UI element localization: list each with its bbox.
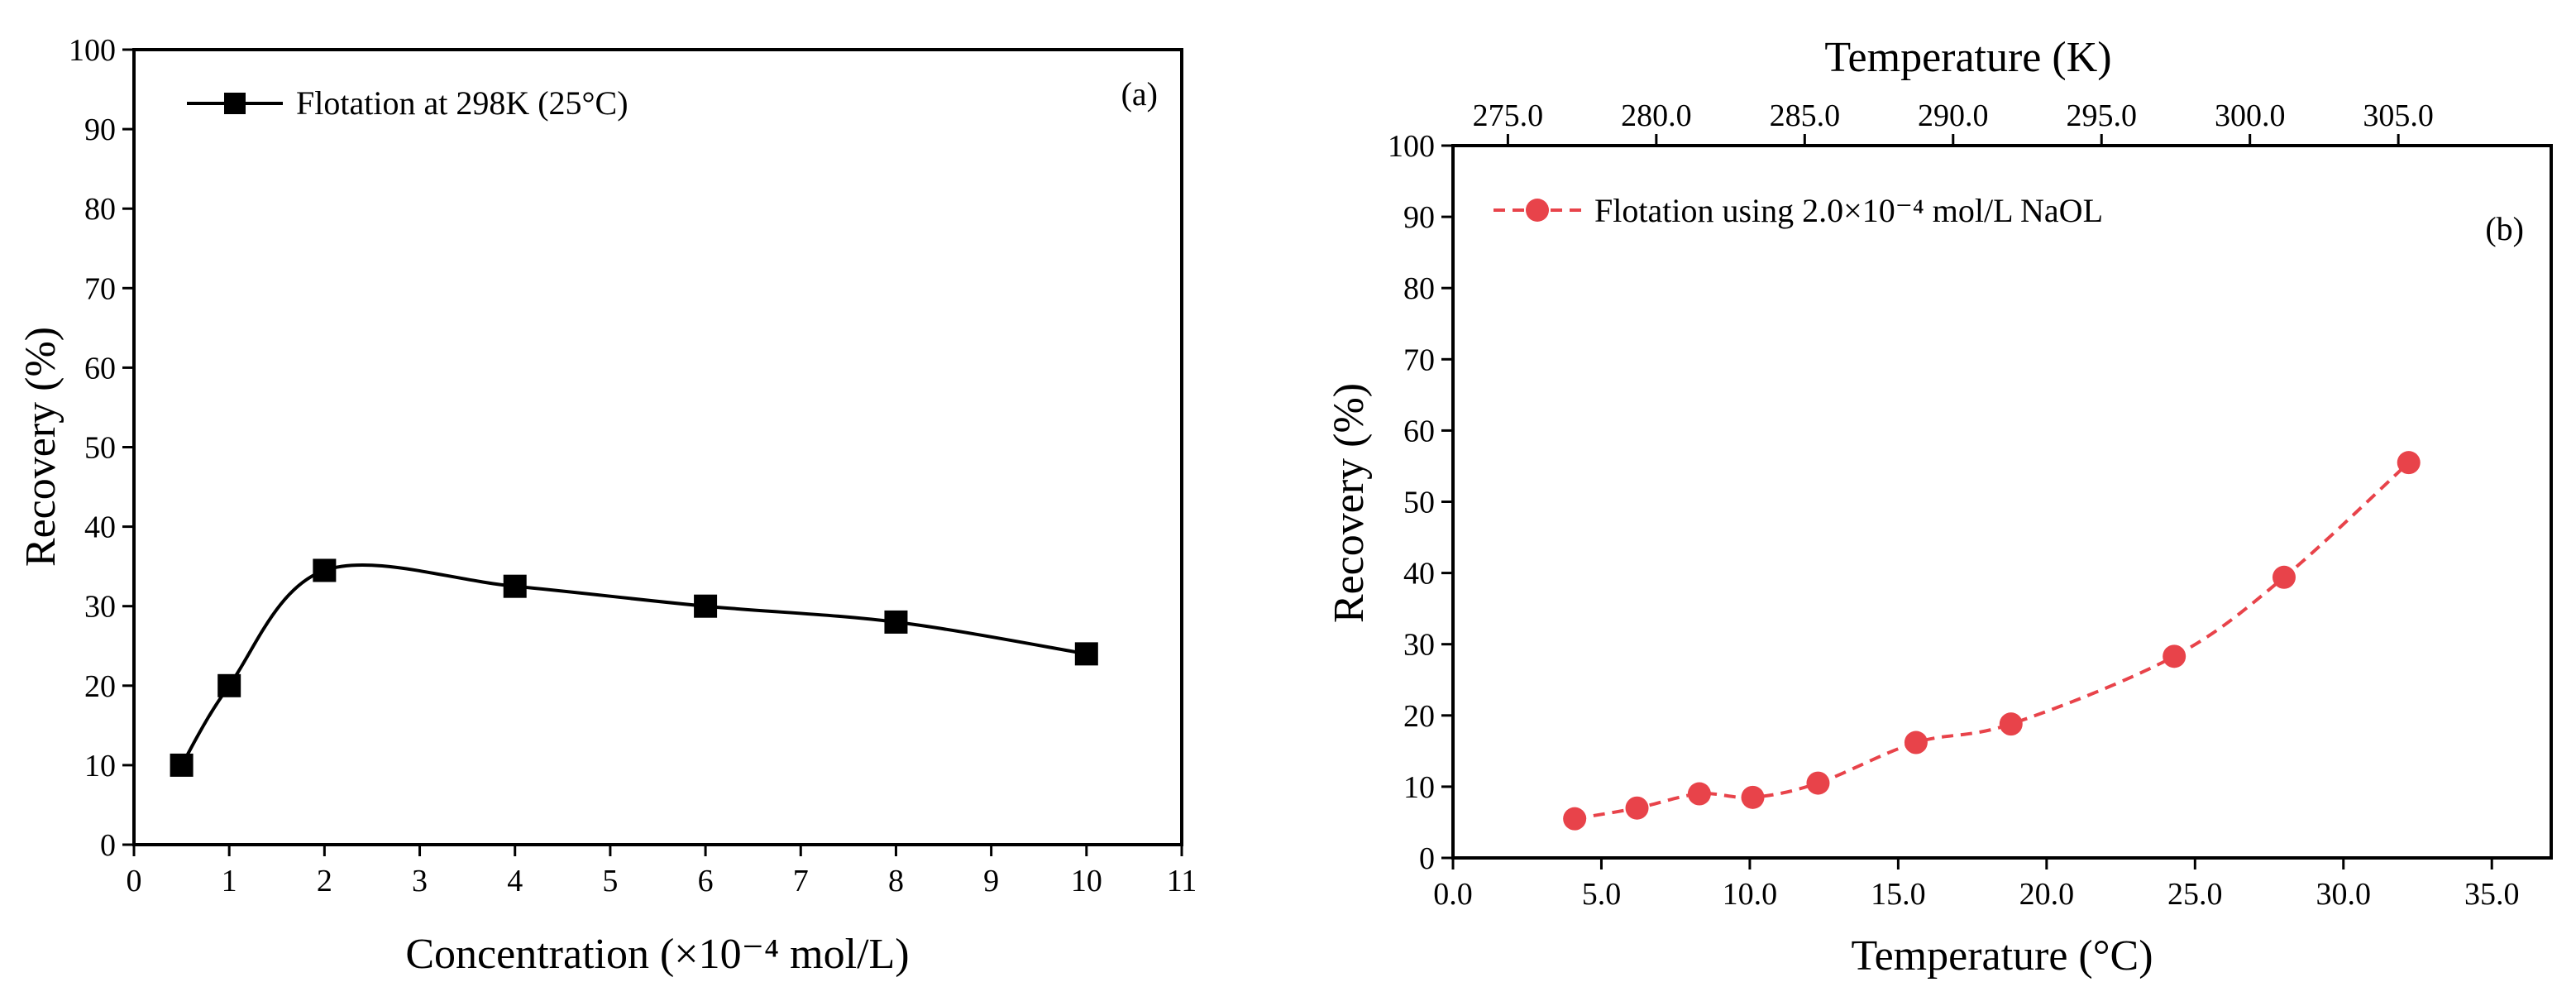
b-y-tick-label: 60: [1403, 414, 1435, 448]
b-data-point: [1904, 731, 1928, 754]
panel-b-y-ticks: 0 10 20 30 40 50 60 70 80 90 100: [1388, 129, 1453, 876]
a-y-tick-label: 20: [84, 669, 116, 704]
b-x-tick-label: 20.0: [2019, 877, 2075, 912]
b-y-tick-label: 0: [1419, 841, 1435, 876]
b-data-point: [2272, 565, 2296, 589]
panel-b-legend-label: Flotation using 2.0×10⁻⁴ mol/L NaOL: [1594, 192, 2103, 229]
b-y-tick-label: 10: [1403, 770, 1435, 805]
a-x-tick-label: 10: [1071, 864, 1102, 898]
panel-b-legend: Flotation using 2.0×10⁻⁴ mol/L NaOL: [1494, 192, 2103, 229]
b-y-tick-label: 80: [1403, 271, 1435, 306]
a-y-tick-label: 70: [84, 271, 116, 306]
panel-b-label: (b): [2485, 210, 2524, 247]
a-data-point: [170, 753, 194, 777]
a-data-point: [694, 594, 718, 618]
panel-a-y-axis-title: Recovery (%): [17, 327, 65, 567]
b-x-tick-label: 25.0: [2167, 877, 2223, 912]
b-top-x-tick-label: 295.0: [2066, 98, 2137, 133]
a-data-point: [884, 610, 908, 634]
a-y-tick-label: 40: [84, 510, 116, 545]
panel-a-legend-label: Flotation at 298K (25°C): [296, 84, 628, 122]
panel-b-dashed-line: [1574, 461, 2411, 821]
b-y-tick-label: 100: [1388, 129, 1435, 164]
panel-b-markers: [1563, 451, 2421, 831]
b-y-tick-label: 40: [1403, 557, 1435, 592]
a-y-tick-label: 0: [100, 828, 116, 863]
b-x-tick-label: 35.0: [2464, 877, 2520, 912]
panel-a-x-axis-title: Concentration (×10⁻⁴ mol/L): [405, 931, 909, 978]
a-y-tick-label: 80: [84, 192, 116, 227]
a-y-tick-label: 10: [84, 749, 116, 783]
b-y-tick-label: 50: [1403, 486, 1435, 520]
a-x-tick-label: 7: [793, 864, 809, 898]
panel-b-top-x-axis-title: Temperature (K): [1824, 34, 2111, 81]
b-top-x-tick-label: 280.0: [1621, 98, 1692, 133]
panel-b-legend-marker: [1526, 199, 1549, 222]
a-y-tick-label: 90: [84, 113, 116, 147]
b-data-point: [1741, 785, 1765, 809]
panel-a-legend: Flotation at 298K (25°C): [187, 84, 628, 122]
b-y-tick-label: 30: [1403, 628, 1435, 663]
b-top-x-tick-label: 285.0: [1770, 98, 1841, 133]
a-x-tick-label: 2: [317, 864, 332, 898]
b-top-x-tick-label: 290.0: [1918, 98, 1989, 133]
panel-b-y-axis-title: Recovery (%): [1326, 383, 1373, 623]
b-top-x-tick-label: 300.0: [2215, 98, 2286, 133]
panel-a: 0 10 20 30 40 50 60 70 80 90 100 0 1 2 3 4 5 6 7 8 9 10 11 Fl…: [17, 33, 1197, 978]
a-x-tick-label: 3: [412, 864, 428, 898]
b-y-tick-label: 90: [1403, 200, 1435, 235]
a-y-tick-label: 30: [84, 590, 116, 625]
panel-a-plot-frame: [132, 48, 1183, 846]
b-x-tick-label: 10.0: [1723, 877, 1778, 912]
a-x-tick-label: 1: [222, 864, 237, 898]
a-x-tick-label: 6: [698, 864, 714, 898]
a-y-tick-label: 60: [84, 351, 116, 386]
b-data-point: [1806, 771, 1830, 795]
b-x-tick-label: 15.0: [1871, 877, 1926, 912]
a-data-point: [1074, 642, 1098, 666]
a-x-tick-label: 5: [602, 864, 618, 898]
b-data-point: [2397, 451, 2421, 475]
b-data-point: [1625, 796, 1649, 820]
a-data-point: [313, 558, 337, 582]
b-data-point: [1687, 782, 1711, 806]
panel-a-fit-curve: [179, 563, 1087, 766]
panel-a-label: (a): [1121, 75, 1158, 113]
b-data-point: [2163, 644, 2186, 668]
panel-b-top-x-ticks: 275.0 280.0 285.0 290.0 295.0 300.0 305.0: [1473, 98, 2434, 146]
panel-a-legend-marker: [224, 93, 246, 114]
b-data-point: [1563, 807, 1587, 831]
a-data-point: [503, 574, 527, 598]
a-x-tick-label: 9: [983, 864, 999, 898]
b-y-tick-label: 70: [1403, 343, 1435, 377]
a-x-tick-label: 4: [507, 864, 523, 898]
panel-a-markers: [170, 558, 1098, 777]
b-top-x-tick-label: 305.0: [2363, 98, 2434, 133]
a-x-tick-label: 0: [127, 864, 142, 898]
b-data-point: [1999, 712, 2023, 736]
panel-b-x-axis-title: Temperature (°C): [1851, 932, 2153, 980]
a-data-point: [217, 673, 241, 697]
a-x-tick-label: 8: [888, 864, 904, 898]
b-y-tick-label: 20: [1403, 699, 1435, 734]
panel-b-x-ticks: 0.0 5.0 10.0 15.0 20.0 25.0 30.0 35.0: [1433, 858, 2519, 912]
b-x-tick-label: 0.0: [1433, 877, 1473, 912]
b-x-tick-label: 5.0: [1582, 877, 1622, 912]
panel-a-x-ticks: 0 1 2 3 4 5 6 7 8 9 10 11: [127, 845, 1197, 898]
panel-b-plot-frame: [1451, 144, 2553, 860]
a-y-tick-label: 100: [69, 33, 116, 68]
a-x-tick-label: 11: [1167, 864, 1197, 898]
b-top-x-tick-label: 275.0: [1473, 98, 1544, 133]
b-x-tick-label: 30.0: [2316, 877, 2372, 912]
panel-b: 0 10 20 30 40 50 60 70 80 90 100 0.0 5.0 10.0 15.0 20.…: [1326, 34, 2553, 980]
panel-a-y-ticks: 0 10 20 30 40 50 60 70 80 90 100: [69, 33, 134, 863]
a-y-tick-label: 50: [84, 431, 116, 466]
